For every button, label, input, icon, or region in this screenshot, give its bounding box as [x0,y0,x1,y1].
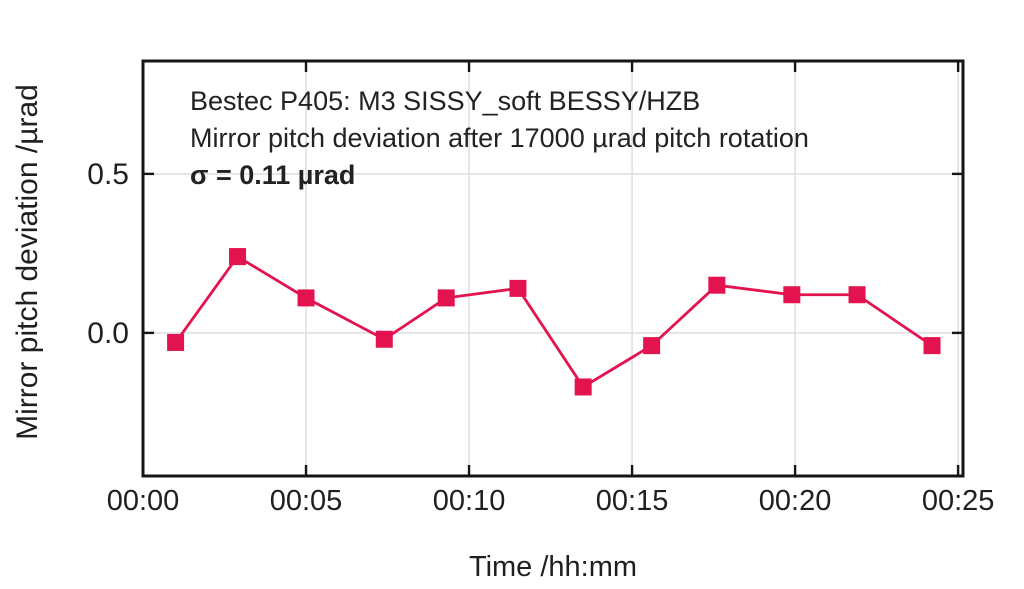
y-axis-title: Mirror pitch deviation /µrad [11,84,44,440]
data-point-marker [509,279,527,297]
data-point-marker [708,276,726,294]
data-point-marker [923,337,941,355]
data-point-marker [643,337,661,355]
data-point-marker [167,333,185,351]
data-point-marker [437,289,455,307]
x-tick-label: 00:10 [433,485,506,517]
x-tick-label: 00:05 [270,485,343,517]
data-point-marker [229,248,247,266]
plot-border [141,59,965,478]
x-tick-label: 00:00 [107,485,180,517]
data-point-marker [574,378,592,396]
data-line [174,254,933,389]
data-point-marker [848,286,866,304]
data-point-marker [783,286,801,304]
x-tick-label: 00:15 [596,485,669,517]
y-tick-label: 0.0 [87,317,129,350]
x-tick-label: 00:25 [922,485,995,517]
y-tick-label: 0.5 [87,158,129,191]
x-tick-label: 00:20 [759,485,832,517]
x-axis-title: Time /hh:mm [468,551,638,583]
chart-annotation: Bestec P405: M3 SISSY_soft BESSY/HZB Mir… [190,83,809,194]
annotation-sigma: σ = 0.11 µrad [190,160,356,190]
annotation-subtitle: Mirror pitch deviation after 17000 µrad … [190,123,809,153]
data-point-marker [297,289,315,307]
annotation-title: Bestec P405: M3 SISSY_soft BESSY/HZB [190,86,701,116]
data-point-marker [375,330,393,348]
